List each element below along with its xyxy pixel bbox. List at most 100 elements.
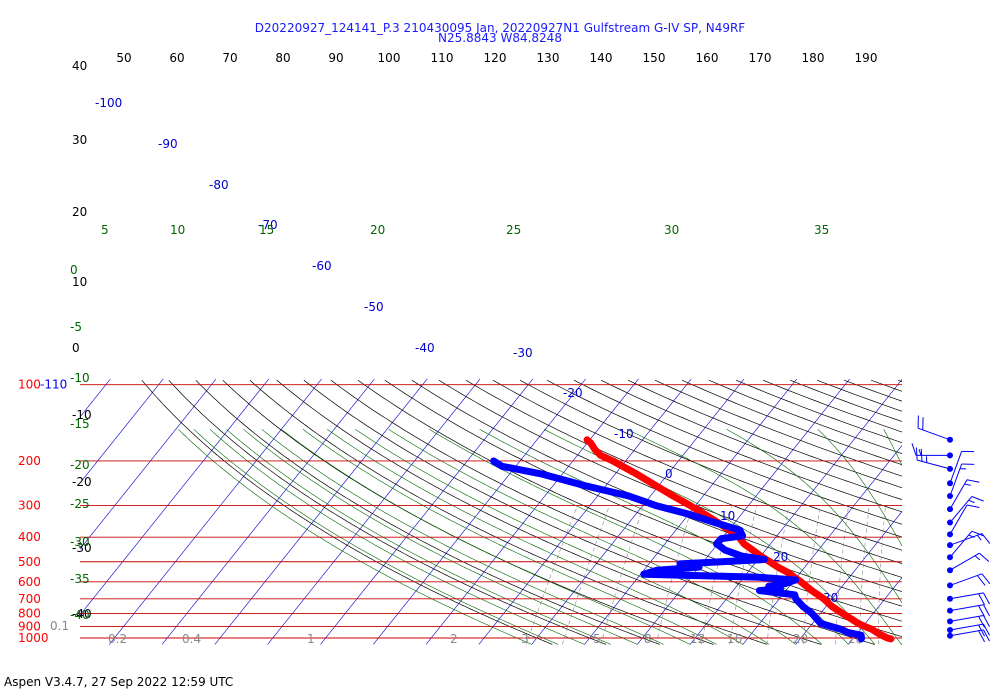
moist-adiabat-line <box>193 429 559 645</box>
wind-barb-staff <box>949 463 963 497</box>
top-axis-label: 110 <box>431 51 454 65</box>
wind-barb-flag <box>915 447 918 461</box>
top-axis-label: 60 <box>169 51 184 65</box>
wind-barb-half-flag <box>964 483 971 486</box>
wind-barb <box>947 504 980 538</box>
left-axis-label: 40 <box>72 59 87 73</box>
dewpoint-point <box>658 566 666 574</box>
moist-adiabat-label: 10 <box>170 223 185 237</box>
isotherm-line <box>478 378 692 645</box>
top-axis-label: 80 <box>275 51 290 65</box>
wind-barb-flag <box>983 629 990 642</box>
isotherm-line <box>425 378 639 645</box>
wind-barb-staff <box>949 592 984 600</box>
wind-barb <box>947 592 990 606</box>
temperature-point <box>854 619 862 627</box>
wind-barb-flag <box>966 504 980 509</box>
dewpoint-point <box>699 572 707 580</box>
isotherm-line <box>848 577 902 645</box>
isotherm-line <box>161 378 375 645</box>
mixing-ratio-label: 8 <box>644 632 652 646</box>
wind-barbs <box>911 415 991 643</box>
wind-barb-staff <box>917 427 951 441</box>
isotherm-label: -80 <box>209 178 229 192</box>
mixing-ratio-line <box>859 505 870 645</box>
mixing-ratio-label: 1 <box>307 632 315 646</box>
dewpoint-point <box>808 610 816 617</box>
pressure-label: 500 <box>18 555 41 569</box>
mixing-ratio-label: 0.2 <box>108 632 127 646</box>
isotherm-line <box>373 378 586 645</box>
dewpoint-point <box>716 558 724 566</box>
mixing-ratio-line <box>600 505 644 645</box>
moist-adiabat-line <box>327 429 744 645</box>
isotherm-label: 0 <box>665 467 673 481</box>
wind-barb <box>947 604 990 617</box>
dry-adiabat-line <box>573 379 902 513</box>
dewpoint-point <box>706 559 714 566</box>
mixing-ratio-label: 0.4 <box>182 632 201 646</box>
dewpoint-point <box>714 572 722 580</box>
temperature-point <box>884 634 891 642</box>
dry-adiabat-line <box>438 379 902 578</box>
dewpoint-point <box>679 571 687 579</box>
wind-barb-flag <box>983 592 990 605</box>
pressure-label: 800 <box>18 606 41 620</box>
temperature-point <box>587 439 595 447</box>
mixing-ratio-label: 20 <box>793 632 808 646</box>
wind-barb-staff <box>949 451 963 484</box>
dewpoint-point <box>719 572 726 580</box>
wind-barb-half-flag <box>968 534 975 538</box>
dewpoint-point <box>689 572 697 579</box>
moist-adiabat-label: 25 <box>506 223 521 237</box>
wind-barb <box>947 450 975 487</box>
moist-adiabat-line <box>209 429 585 645</box>
moist-adiabat-label: 35 <box>814 223 829 237</box>
dewpoint-point <box>791 591 799 599</box>
wind-barb-flag <box>978 630 986 643</box>
dewpoint-point <box>763 574 771 582</box>
top-axis-label: 130 <box>537 51 560 65</box>
wind-barb <box>947 463 975 499</box>
dewpoint-point <box>718 535 725 542</box>
left-green-label: -15 <box>70 417 90 431</box>
dewpoint-point <box>748 573 756 581</box>
dewpoint-point <box>753 573 761 581</box>
isotherm-line <box>637 378 850 645</box>
dewpoint-point <box>696 559 704 567</box>
top-axis-label: 180 <box>802 51 825 65</box>
mixing-ratio-line <box>878 505 886 645</box>
dry-adiabat-line <box>411 379 902 592</box>
wind-barb <box>947 573 991 589</box>
temperature-profile <box>583 436 895 643</box>
wind-barb-flag <box>971 530 984 537</box>
mixing-ratio-label: 16 <box>727 632 742 646</box>
isotherm-label: -70 <box>258 218 278 232</box>
dewpoint-point <box>674 571 682 579</box>
wind-barb-flag <box>978 605 986 617</box>
dewpoint-point <box>786 590 794 598</box>
wind-barb <box>947 496 984 526</box>
dry-adiabat-line <box>492 379 902 551</box>
dewpoint-point <box>739 532 746 540</box>
wind-barb-flag <box>983 623 990 636</box>
wind-barb-flag <box>978 616 986 628</box>
mixing-ratio-line <box>655 505 693 645</box>
dewpoint-point <box>732 550 740 558</box>
wind-barb <box>917 415 953 443</box>
dewpoint-point <box>738 573 746 581</box>
wind-barb-half-flag <box>976 534 982 541</box>
isotherm-line <box>267 378 481 645</box>
wind-barb-half-flag <box>968 499 975 504</box>
top-axis-label: 160 <box>696 51 719 65</box>
pressure-label: 100 <box>18 378 41 392</box>
moist-adiabat-label: 20 <box>370 223 385 237</box>
wind-barb-flag <box>976 575 986 586</box>
dewpoint-point <box>838 626 845 633</box>
dewpoint-point <box>756 587 763 594</box>
dewpoint-point <box>743 573 751 581</box>
dry-adiabat-line <box>519 379 902 538</box>
wind-barb <box>947 615 990 628</box>
pressure-label: 200 <box>18 454 41 468</box>
